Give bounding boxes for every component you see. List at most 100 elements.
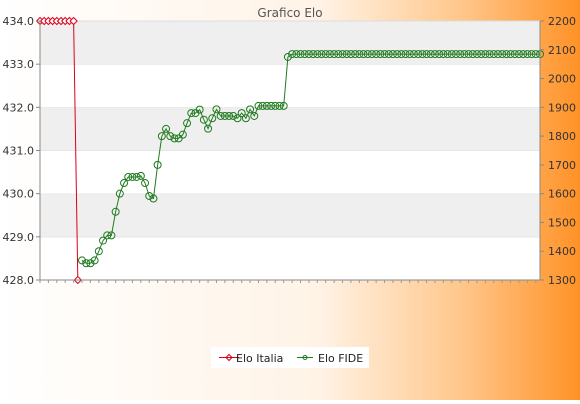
data-point-fide — [195, 105, 204, 114]
y-right-tick-label: 1800 — [548, 130, 576, 143]
data-point-fide — [220, 111, 229, 120]
y-right-tick-label: 2000 — [548, 73, 576, 86]
data-point-fide — [288, 50, 297, 59]
data-point-fide — [451, 50, 460, 59]
grid-band — [40, 107, 540, 151]
data-point-fide — [464, 50, 473, 59]
data-point-fide — [279, 101, 288, 110]
data-point-fide — [157, 132, 166, 141]
y-right-tick-label: 1500 — [548, 216, 576, 229]
data-point-fide — [527, 50, 536, 59]
data-point-fide — [309, 50, 318, 59]
data-point-fide — [212, 105, 221, 114]
data-point-fide — [132, 172, 141, 181]
data-point-fide — [426, 50, 435, 59]
data-point-fide — [204, 124, 213, 133]
chart-title: Grafico Elo — [257, 6, 322, 20]
data-point-fide — [317, 50, 326, 59]
data-point-fide — [531, 50, 540, 59]
y-right-tick-label: 1400 — [548, 245, 576, 258]
data-point-fide — [485, 50, 494, 59]
data-point-fide — [422, 50, 431, 59]
data-point-fide — [233, 114, 242, 123]
data-point-fide — [338, 50, 347, 59]
data-point-fide — [397, 50, 406, 59]
data-point-fide — [149, 194, 158, 203]
grid-band — [40, 150, 540, 194]
data-point-fide — [78, 256, 87, 265]
data-point-fide — [145, 191, 154, 200]
data-point-fide — [456, 50, 465, 59]
data-point-fide — [363, 50, 372, 59]
y-left-tick-label: 429.0 — [3, 231, 35, 244]
data-point-fide — [334, 50, 343, 59]
data-point-fide — [250, 111, 259, 120]
data-point-fide — [468, 50, 477, 59]
y-left-tick-label: 432.0 — [3, 101, 35, 114]
data-point-fide — [225, 111, 234, 120]
data-point-fide — [300, 50, 309, 59]
data-point-fide — [237, 109, 246, 118]
data-point-italia — [69, 16, 78, 26]
data-point-fide — [502, 50, 511, 59]
data-point-fide — [258, 101, 267, 110]
data-point-fide — [115, 189, 124, 198]
data-point-fide — [519, 50, 528, 59]
data-point-fide — [351, 50, 360, 59]
data-point-fide — [103, 231, 112, 240]
data-point-fide — [292, 50, 301, 59]
data-point-fide — [166, 132, 175, 141]
y-right-tick-label: 1700 — [548, 159, 576, 172]
data-point-fide — [435, 50, 444, 59]
y-right-tick-label: 1300 — [548, 274, 576, 287]
data-point-fide — [275, 101, 284, 110]
y-left-tick-label: 428.0 — [3, 274, 35, 287]
data-point-fide — [430, 50, 439, 59]
data-point-fide — [498, 50, 507, 59]
legend: Elo Italia Elo FIDE — [211, 347, 369, 368]
data-point-fide — [393, 50, 402, 59]
data-point-fide — [372, 50, 381, 59]
data-point-fide — [162, 124, 171, 133]
data-point-fide — [409, 50, 418, 59]
data-point-fide — [514, 50, 523, 59]
data-point-fide — [86, 259, 95, 268]
y-left-tick-label: 430.0 — [3, 188, 35, 201]
data-point-fide — [187, 109, 196, 118]
data-point-fide — [136, 171, 145, 180]
data-point-fide — [346, 50, 355, 59]
data-point-fide — [330, 50, 339, 59]
data-point-fide — [254, 101, 263, 110]
grid-band — [40, 236, 540, 280]
data-point-fide — [296, 50, 305, 59]
legend-label-fide: Elo FIDE — [318, 352, 363, 365]
data-point-fide — [460, 50, 469, 59]
data-point-fide — [216, 111, 225, 120]
y-right-tick-label: 1600 — [548, 188, 576, 201]
data-point-fide — [472, 50, 481, 59]
data-point-fide — [262, 101, 271, 110]
data-point-fide — [208, 114, 217, 123]
data-point-fide — [267, 101, 276, 110]
data-point-fide — [170, 134, 179, 143]
data-point-fide — [90, 256, 99, 265]
data-point-fide — [510, 50, 519, 59]
y-left-tick-label: 431.0 — [3, 145, 35, 158]
data-point-fide — [229, 111, 238, 120]
data-point-fide — [246, 105, 255, 114]
data-point-fide — [304, 50, 313, 59]
data-point-fide — [367, 50, 376, 59]
data-point-fide — [359, 50, 368, 59]
data-point-fide — [388, 50, 397, 59]
data-point-fide — [481, 50, 490, 59]
y-right-tick-label: 2100 — [548, 44, 576, 57]
data-point-fide — [401, 50, 410, 59]
data-point-fide — [489, 50, 498, 59]
data-point-fide — [141, 179, 150, 188]
data-point-fide — [241, 114, 250, 123]
data-point-fide — [271, 101, 280, 110]
data-point-fide — [493, 50, 502, 59]
data-point-fide — [447, 50, 456, 59]
data-point-fide — [342, 50, 351, 59]
